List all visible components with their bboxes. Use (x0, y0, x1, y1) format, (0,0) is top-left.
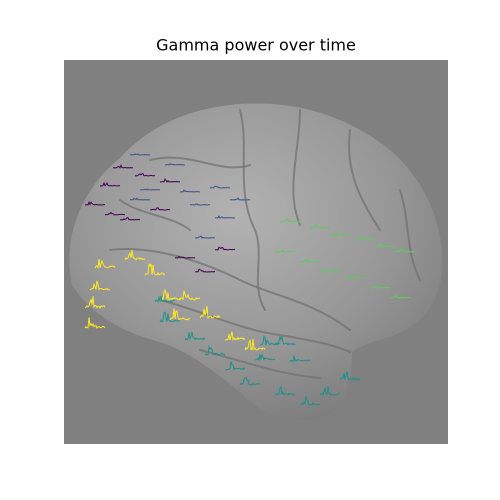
power-trace (195, 235, 215, 239)
power-trace (159, 288, 181, 302)
power-trace (129, 153, 151, 156)
power-trace (209, 185, 231, 189)
power-trace (189, 203, 211, 206)
power-trace (184, 331, 206, 341)
power-trace (84, 200, 105, 206)
power-trace (339, 371, 361, 381)
power-trace (129, 197, 151, 201)
sulcus (239, 109, 266, 311)
power-trace (229, 197, 251, 201)
power-trace (374, 243, 395, 248)
power-trace (299, 258, 320, 263)
power-trace (144, 263, 166, 276)
power-trace (204, 344, 226, 356)
power-trace (289, 355, 311, 364)
sulcus (159, 299, 351, 353)
power-trace (164, 163, 186, 166)
power-trace (169, 308, 191, 321)
power-trace (99, 181, 121, 187)
power-trace (199, 306, 221, 319)
power-trace (389, 294, 411, 299)
power-trace (329, 230, 350, 236)
sulcus (119, 199, 191, 231)
power-trace (259, 335, 281, 346)
power-trace (224, 331, 246, 342)
sulcus (292, 109, 301, 226)
power-trace (319, 386, 340, 396)
power-trace (134, 173, 156, 177)
power-trace (154, 295, 176, 304)
power-trace (89, 280, 111, 291)
power-trace (274, 249, 296, 253)
power-trace (309, 224, 331, 229)
power-trace (84, 296, 106, 309)
power-trace (239, 376, 260, 386)
power-trace (394, 248, 416, 253)
power-trace (369, 285, 391, 289)
power-trace (159, 311, 181, 323)
power-trace (279, 218, 301, 223)
power-trace (112, 164, 133, 169)
power-trace (244, 338, 266, 351)
power-trace (344, 274, 366, 279)
power-trace (84, 317, 106, 329)
power-trace (119, 217, 141, 221)
power-trace (214, 246, 236, 251)
traces (84, 153, 416, 406)
power-trace (149, 207, 171, 211)
power-trace (140, 188, 161, 191)
power-trace (224, 361, 246, 371)
sulcus (109, 248, 351, 331)
power-trace (319, 268, 340, 273)
power-trace (274, 335, 296, 346)
power-trace (354, 237, 376, 241)
power-trace (94, 258, 116, 270)
power-trace (179, 189, 200, 193)
power-trace (299, 396, 321, 406)
title: Gamma power over time (156, 36, 356, 55)
power-trace (159, 178, 181, 183)
power-trace (174, 255, 196, 259)
sulcus (399, 189, 421, 281)
sulcus (149, 156, 251, 169)
power-trace (254, 353, 276, 362)
power-trace (179, 290, 201, 301)
power-trace (274, 385, 296, 396)
power-trace (194, 268, 216, 273)
sulcus (348, 129, 381, 231)
power-trace (104, 211, 125, 216)
brain-surface (69, 103, 443, 421)
power-trace (214, 215, 236, 219)
power-trace (124, 249, 146, 261)
